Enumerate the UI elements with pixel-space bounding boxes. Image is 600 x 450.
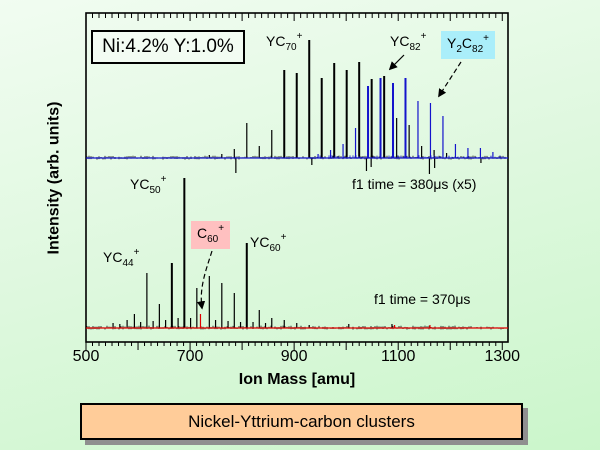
plot-frame [85,12,509,343]
x-tick-label: 700 [176,348,204,365]
bottom-spectrum [86,178,508,330]
yc82-arrow [388,54,405,71]
x-tick-label: 1300 [484,348,521,365]
y2c82-peak-label: Y2C82+ [441,31,495,59]
yc82-peak-label: YC82+ [390,31,427,53]
yc60-peak-label: YC60+ [250,232,287,254]
x-tick-label: 900 [280,348,308,365]
f1-time-top-label: f1 time = 380μs (x5) [352,176,477,192]
yc44-peak-label: YC44+ [103,247,140,269]
f1-time-bottom-label: f1 time = 370μs [374,291,471,307]
top-spectrum [86,40,508,174]
slide-title: Nickel-Yttrium-carbon clusters [188,411,415,431]
slide-title-box: Nickel-Yttrium-carbon clusters [80,403,523,440]
y-axis-label: Intensity (arb. units) [45,101,62,255]
x-tick-label: 1100 [381,348,416,365]
c60-arrow [196,250,213,310]
composition-label: Ni:4.2% Y:1.0% [102,36,234,57]
x-axis-label: Ion Mass [amu] [238,371,356,388]
composition-label-box: Ni:4.2% Y:1.0% [91,30,245,64]
yc50-peak-label: YC50+ [130,174,167,196]
c60-peak-label: C60+ [191,221,231,249]
x-axis-ticks [85,13,503,350]
y2c82-arrow [438,61,462,98]
annotation-arrows [196,54,462,310]
yc70-peak-label: YC70+ [266,31,303,53]
x-tick-label: 500 [72,348,100,365]
